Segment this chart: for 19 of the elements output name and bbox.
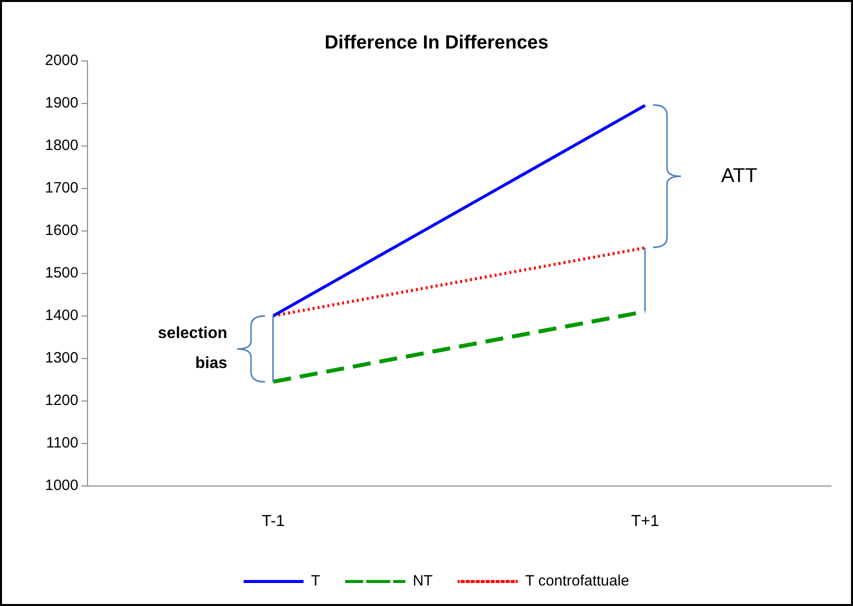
chart-title: Difference In Differences: [324, 32, 548, 54]
y-tick-label: 1800: [44, 136, 78, 154]
legend-label: T controfattuale: [525, 572, 630, 590]
x-tick-label: T+1: [631, 512, 660, 530]
y-tick-label: 1100: [46, 434, 78, 452]
annotation: selection bias: [156, 324, 228, 374]
y-tick-label: 1400: [44, 306, 78, 324]
legend-label: T: [311, 572, 320, 590]
y-tick-label: 1000: [44, 476, 78, 494]
x-tick-label: T-1: [262, 512, 285, 530]
y-tick-label: 1700: [44, 179, 78, 196]
y-tick-label: 1300: [44, 349, 78, 366]
annotation: ATT: [721, 165, 758, 188]
y-tick-label: 2000: [44, 52, 78, 69]
y-tick-label: 1600: [44, 222, 78, 239]
y-tick-label: 1900: [44, 94, 78, 112]
legend-label: NT: [412, 572, 433, 590]
y-tick-label: 1500: [44, 264, 78, 282]
y-tick-label: 1200: [44, 392, 78, 409]
